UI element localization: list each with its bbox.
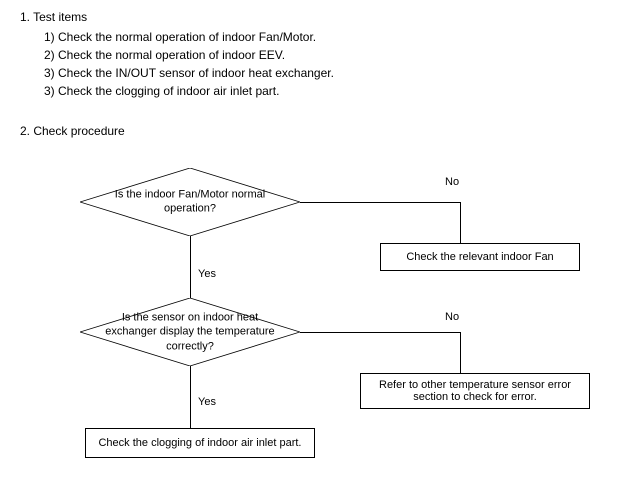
- no-label: No: [445, 176, 459, 188]
- yes-label: Yes: [198, 396, 216, 408]
- test-items-title: 1. Test items: [20, 10, 615, 24]
- connector-line: [190, 366, 191, 428]
- decision-sensor: Is the sensor on indoor heat exchanger d…: [80, 298, 300, 366]
- test-items-list: 1) Check the normal operation of indoor …: [20, 28, 615, 100]
- check-procedure-section: 2. Check procedure: [20, 124, 615, 138]
- connector-line: [190, 236, 191, 298]
- test-item: 3) Check the clogging of indoor air inle…: [44, 82, 615, 100]
- test-item: 3) Check the IN/OUT sensor of indoor hea…: [44, 64, 615, 82]
- process-check-fan: Check the relevant indoor Fan: [380, 243, 580, 271]
- process-final: Check the clogging of indoor air inlet p…: [85, 428, 315, 458]
- test-item: 1) Check the normal operation of indoor …: [44, 28, 615, 46]
- check-procedure-title: 2. Check procedure: [20, 124, 615, 138]
- connector-line: [300, 332, 460, 333]
- test-items-section: 1. Test items 1) Check the normal operat…: [20, 10, 615, 100]
- decision-fan-motor: Is the indoor Fan/Motor normal operation…: [80, 168, 300, 236]
- process-sensor-error: Refer to other temperature sensor error …: [360, 373, 590, 409]
- flowchart: Is the indoor Fan/Motor normal operation…: [20, 168, 615, 488]
- connector-line: [460, 332, 461, 373]
- no-label: No: [445, 311, 459, 323]
- decision-text: Is the sensor on indoor heat exchanger d…: [80, 311, 300, 354]
- connector-line: [300, 202, 460, 203]
- decision-text: Is the indoor Fan/Motor normal operation…: [80, 188, 300, 217]
- process-text: Check the relevant indoor Fan: [406, 251, 553, 263]
- test-item: 2) Check the normal operation of indoor …: [44, 46, 615, 64]
- yes-label: Yes: [198, 268, 216, 280]
- process-text: Check the clogging of indoor air inlet p…: [98, 437, 301, 449]
- connector-line: [460, 202, 461, 243]
- process-text: Refer to other temperature sensor error …: [369, 379, 581, 403]
